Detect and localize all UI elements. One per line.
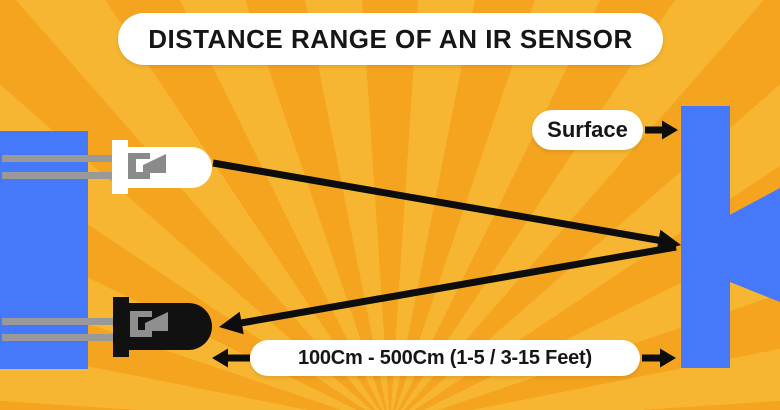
black-led-leg — [2, 318, 115, 325]
distance-label-pill: 100Cm - 500Cm (1-5 / 3-15 Feet) — [250, 340, 640, 376]
left-arrowhead-icon — [212, 348, 228, 368]
title-pill: DISTANCE RANGE OF AN IR SENSOR — [118, 13, 663, 65]
black-led-die-icon — [130, 311, 168, 337]
right-arrowhead-icon — [662, 120, 678, 140]
page-title: DISTANCE RANGE OF AN IR SENSOR — [148, 23, 633, 54]
black-led-icon — [128, 303, 212, 350]
black-led-leg — [2, 334, 115, 341]
reflected-beam-line — [240, 243, 677, 327]
black-led-flange — [113, 297, 129, 357]
surface-wall — [681, 106, 730, 368]
white-led-leg — [2, 155, 114, 162]
distance-range-label: 100Cm - 500Cm (1-5 / 3-15 Feet) — [298, 346, 592, 369]
surface-wall-wedge — [730, 188, 780, 302]
left-arrowhead-icon — [219, 311, 244, 335]
right-arrowhead-icon — [660, 348, 676, 368]
surface-label-pill: Surface — [532, 110, 643, 150]
white-led-leg — [2, 172, 114, 179]
surface-label: Surface — [547, 117, 628, 142]
emitted-beam-line — [212, 159, 664, 245]
white-led-die-icon — [128, 153, 166, 179]
sensor-board — [0, 131, 88, 369]
right-arrowhead-icon — [656, 229, 681, 253]
white-led-flange — [112, 140, 128, 194]
